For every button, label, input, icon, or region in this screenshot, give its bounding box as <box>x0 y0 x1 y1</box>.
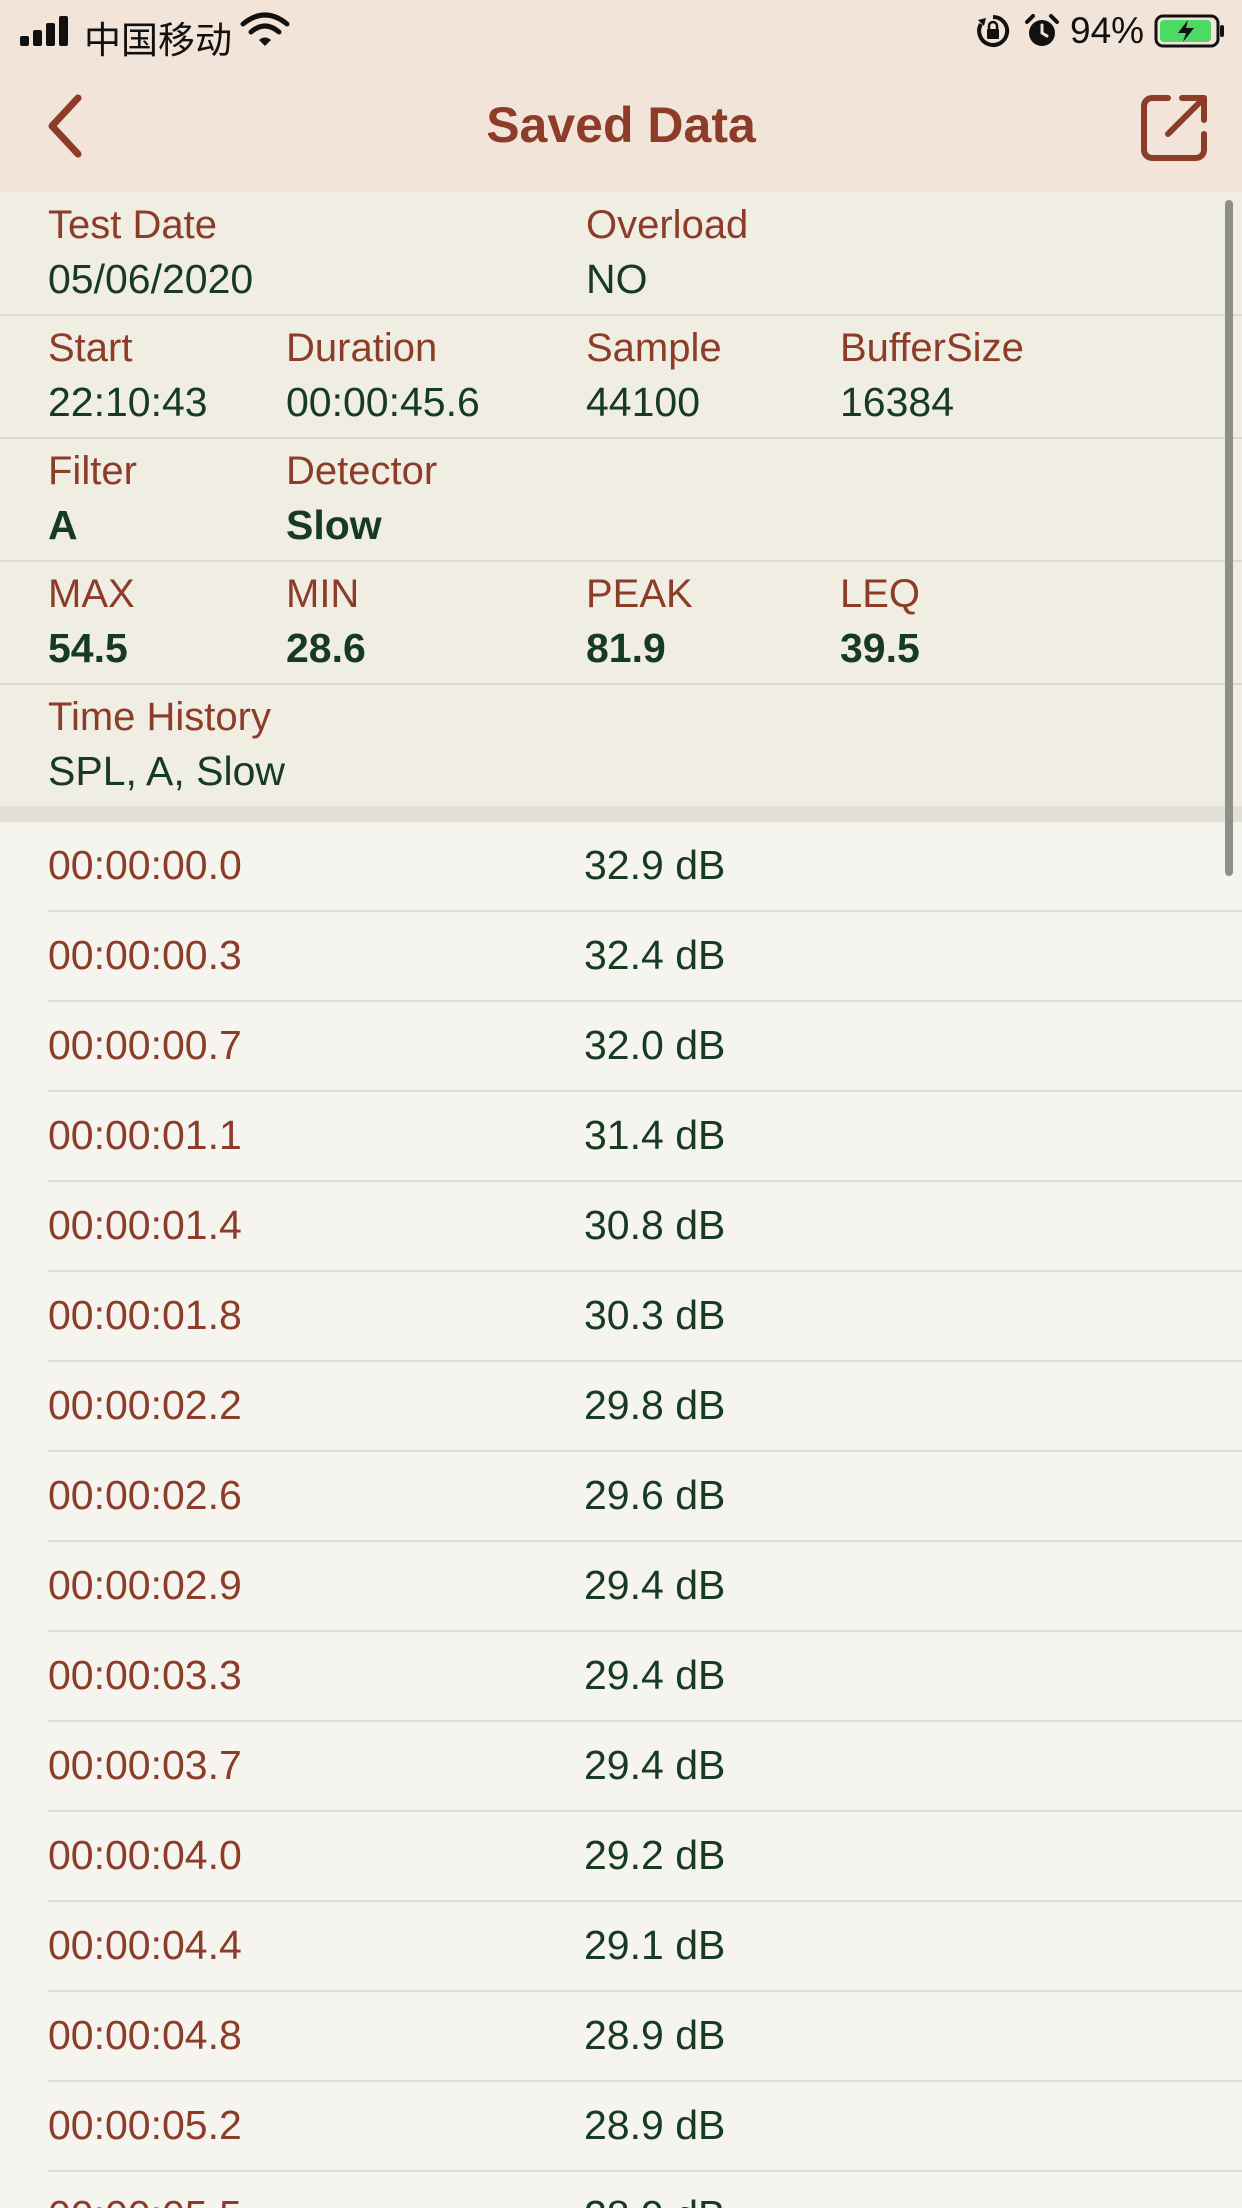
alarm-icon <box>1024 13 1060 49</box>
start-label: Start <box>48 326 133 370</box>
leq-value: 39.5 <box>840 625 920 671</box>
sample-value: 44100 <box>586 379 701 425</box>
filter-label: Filter <box>48 449 137 493</box>
reading-value: 29.6 dB <box>584 1472 726 1518</box>
reading-value: 30.3 dB <box>584 1292 726 1338</box>
max-value: 54.5 <box>48 625 128 671</box>
max-label: MAX <box>48 572 135 616</box>
list-item[interactable]: 00:00:02.2 29.8 dB <box>48 1362 1242 1452</box>
reading-time: 00:00:01.4 <box>48 1202 242 1248</box>
share-button[interactable] <box>1138 90 1212 164</box>
min-label: MIN <box>286 572 360 616</box>
test-info-panel: Test Date 05/06/2020 Overload NO Start 2… <box>0 192 1242 806</box>
back-button[interactable] <box>40 92 100 162</box>
reading-value: 29.8 dB <box>584 1382 726 1428</box>
start-value: 22:10:43 <box>48 379 208 425</box>
list-item[interactable]: 00:00:02.6 29.6 dB <box>48 1452 1242 1542</box>
wifi-icon <box>240 12 290 48</box>
reading-time: 00:00:00.0 <box>48 842 242 888</box>
time-history-label: Time History <box>48 695 271 739</box>
orientation-lock-icon <box>976 14 1010 48</box>
reading-value: 32.4 dB <box>584 932 726 978</box>
info-row-history: Time History SPL, A, Slow <box>0 684 1242 806</box>
detector-value: Slow <box>286 502 382 548</box>
battery-icon <box>1154 14 1226 48</box>
time-history-value: SPL, A, Slow <box>48 748 286 794</box>
info-row-date: Test Date 05/06/2020 Overload NO <box>0 192 1242 316</box>
list-item[interactable]: 00:00:03.7 29.4 dB <box>48 1722 1242 1812</box>
carrier-name: 中国移动 <box>84 20 232 61</box>
reading-time: 00:00:03.3 <box>48 1652 242 1698</box>
reading-value: 28.9 dB <box>584 2192 725 2208</box>
reading-value: 29.4 dB <box>584 1562 726 1608</box>
sample-label: Sample <box>586 326 722 370</box>
chevron-left-icon <box>48 94 82 158</box>
min-value: 28.6 <box>286 625 366 671</box>
peak-label: PEAK <box>586 572 693 616</box>
reading-time: 00:00:01.1 <box>48 1112 242 1158</box>
nav-bar: Saved Data <box>0 62 1242 192</box>
overload-value: NO <box>586 256 648 302</box>
peak-value: 81.9 <box>586 625 666 671</box>
info-row-timing: Start 22:10:43 Duration 00:00:45.6 Sampl… <box>0 315 1242 439</box>
reading-time: 00:00:03.7 <box>48 1742 242 1788</box>
filter-value: A <box>48 502 78 548</box>
reading-time: 00:00:05.5 <box>48 2192 242 2208</box>
list-item[interactable]: 00:00:04.4 29.1 dB <box>48 1902 1242 1992</box>
test-date-value: 05/06/2020 <box>48 256 254 302</box>
reading-time: 00:00:00.3 <box>48 932 242 978</box>
info-row-levels: MAX 54.5 MIN 28.6 PEAK 81.9 LEQ 39.5 <box>0 561 1242 685</box>
list-item[interactable]: 00:00:03.3 29.4 dB <box>48 1632 1242 1722</box>
scrollbar[interactable] <box>1225 200 1233 876</box>
list-item[interactable]: 00:00:00.7 32.0 dB <box>48 1002 1242 1092</box>
battery-percent: 94% <box>1070 10 1145 51</box>
list-item[interactable]: 00:00:01.8 30.3 dB <box>48 1272 1242 1362</box>
reading-time: 00:00:02.9 <box>48 1562 242 1608</box>
list-item[interactable]: 00:00:04.0 29.2 dB <box>48 1812 1242 1902</box>
list-item[interactable]: 00:00:05.5 28.9 dB <box>48 2172 1242 2208</box>
test-date-label: Test Date <box>48 203 217 247</box>
reading-value: 32.9 dB <box>584 842 726 888</box>
reading-time: 00:00:04.8 <box>48 2012 242 2058</box>
reading-time: 00:00:02.6 <box>48 1472 242 1518</box>
reading-value: 29.4 dB <box>584 1742 726 1788</box>
reading-time: 00:00:04.0 <box>48 1832 242 1878</box>
list-item[interactable]: 00:00:00.0 32.9 dB <box>48 822 1242 912</box>
reading-value: 29.4 dB <box>584 1652 726 1698</box>
list-item[interactable]: 00:00:05.2 28.9 dB <box>48 2082 1242 2172</box>
duration-value: 00:00:45.6 <box>286 379 480 425</box>
section-divider <box>0 806 1242 822</box>
reading-value: 28.9 dB <box>584 2012 726 2058</box>
list-item[interactable]: 00:00:00.3 32.4 dB <box>48 912 1242 1002</box>
buffer-size-label: BufferSize <box>840 326 1024 370</box>
reading-time: 00:00:00.7 <box>48 1022 242 1068</box>
reading-time: 00:00:02.2 <box>48 1382 242 1428</box>
reading-time: 00:00:05.2 <box>48 2102 242 2148</box>
buffer-size-value: 16384 <box>840 379 955 425</box>
share-icon <box>1141 95 1207 161</box>
reading-value: 31.4 dB <box>584 1112 726 1158</box>
readings-list[interactable]: 00:00:00.0 32.9 dB 00:00:00.3 32.4 dB 00:00:… <box>0 822 1242 2208</box>
reading-value: 28.9 dB <box>584 2102 726 2148</box>
duration-label: Duration <box>286 326 438 370</box>
signal-icon <box>20 14 74 46</box>
list-item[interactable]: 00:00:02.9 29.4 dB <box>48 1542 1242 1632</box>
list-item[interactable]: 00:00:01.1 31.4 dB <box>48 1092 1242 1182</box>
reading-value: 29.2 dB <box>584 1832 726 1878</box>
reading-value: 32.0 dB <box>584 1022 726 1068</box>
reading-value: 30.8 dB <box>584 1202 726 1248</box>
reading-value: 29.1 dB <box>584 1922 726 1968</box>
list-item[interactable]: 00:00:04.8 28.9 dB <box>48 1992 1242 2082</box>
leq-label: LEQ <box>840 572 921 616</box>
reading-time: 00:00:01.8 <box>48 1292 242 1338</box>
info-row-filter: Filter A Detector Slow <box>0 438 1242 562</box>
page-title: Saved Data <box>486 97 756 153</box>
detector-label: Detector <box>286 449 438 493</box>
list-item[interactable]: 00:00:01.4 30.8 dB <box>48 1182 1242 1272</box>
reading-time: 00:00:04.4 <box>48 1922 242 1968</box>
status-bar: 中国移动 94% <box>0 0 1242 62</box>
overload-label: Overload <box>586 203 749 247</box>
